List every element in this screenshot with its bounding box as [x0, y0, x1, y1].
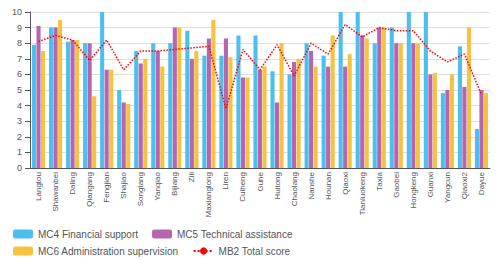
svg-text:Maxianglong: Maxianglong: [204, 172, 213, 217]
svg-text:Yangcun: Yangcun: [443, 172, 452, 203]
svg-text:5: 5: [17, 85, 22, 95]
svg-text:Songtang: Songtang: [136, 172, 145, 206]
svg-text:Fengjian: Fengjian: [102, 172, 111, 203]
svg-text:6: 6: [17, 69, 22, 79]
svg-text:1: 1: [17, 147, 22, 157]
svg-text:4: 4: [17, 101, 22, 111]
svg-text:7: 7: [17, 54, 22, 64]
svg-text:Gaobei: Gaobei: [392, 172, 401, 198]
svg-text:10: 10: [12, 7, 22, 17]
svg-text:Bijiang: Bijiang: [170, 172, 179, 196]
svg-text:MC6 Administration supervision: MC6 Administration supervision: [38, 246, 178, 257]
svg-text:Taxia: Taxia: [375, 171, 384, 190]
svg-text:9: 9: [17, 23, 22, 33]
svg-text:Qiangang: Qiangang: [85, 172, 94, 207]
svg-text:Qiaoxi2: Qiaoxi2: [460, 171, 469, 199]
svg-text:2: 2: [17, 132, 22, 142]
svg-text:0: 0: [17, 163, 22, 173]
svg-text:MB2 Total score: MB2 Total score: [219, 246, 291, 257]
svg-text:Zili: Zili: [187, 172, 196, 182]
svg-text:Shawanbei: Shawanbei: [51, 172, 60, 212]
svg-text:Hongkeng: Hongkeng: [409, 172, 418, 208]
svg-text:Hounan: Hounan: [324, 172, 333, 200]
svg-text:Qiaoxi: Qiaoxi: [341, 172, 350, 195]
svg-text:Daling: Daling: [68, 172, 77, 195]
svg-text:8: 8: [17, 38, 22, 48]
svg-text:Nanshe: Nanshe: [307, 171, 316, 199]
svg-text:Dayue: Dayue: [477, 171, 486, 195]
svg-text:MC4 Financial support: MC4 Financial support: [38, 229, 138, 240]
svg-text:MC5 Technical assistance: MC5 Technical assistance: [177, 229, 293, 240]
svg-text:Shajiao: Shajiao: [119, 171, 128, 198]
svg-text:Guhe: Guhe: [256, 171, 265, 191]
svg-text:Huitong: Huitong: [273, 172, 282, 200]
svg-text:Liren: Liren: [221, 172, 230, 190]
svg-text:Chaolang: Chaolang: [290, 172, 299, 206]
svg-text:Cuiheng: Cuiheng: [238, 172, 247, 202]
svg-text:3: 3: [17, 116, 22, 126]
svg-text:Langtou: Langtou: [34, 172, 43, 201]
svg-text:Tianluokeng: Tianluokeng: [358, 172, 367, 215]
svg-text:Guanxi: Guanxi: [426, 172, 435, 198]
svg-text:Yanqiao: Yanqiao: [153, 171, 162, 200]
